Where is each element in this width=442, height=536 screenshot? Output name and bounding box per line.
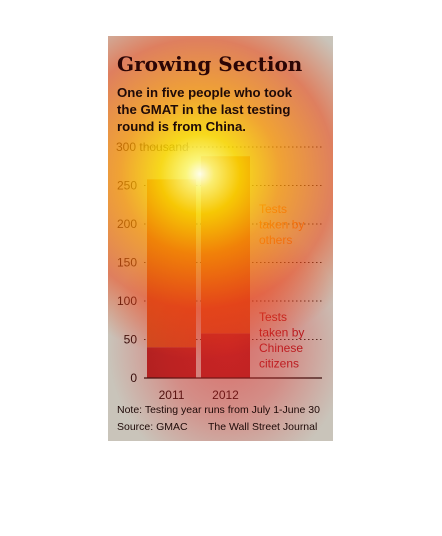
legend-label-chinese: citizens (259, 357, 299, 371)
x-tick-label: 2011 (159, 388, 185, 402)
legend-label-others: others (259, 233, 292, 247)
y-tick-label: 200 (117, 217, 137, 231)
legend-label-chinese: Tests (259, 310, 287, 324)
y-tick-label: 100 (117, 294, 137, 308)
bar-segment-others (201, 156, 250, 334)
bar-segment-others (147, 179, 196, 348)
x-tick-label: 2012 (212, 388, 239, 402)
legend-label-chinese: Chinese (259, 341, 303, 355)
chart-title: Growing Section (117, 52, 303, 76)
bar-segment-chinese (147, 347, 196, 378)
chart-subtitle: One in five people who took the GMAT in … (117, 84, 329, 135)
legend-label-chinese: taken by (259, 326, 304, 340)
chart-note: Note: Testing year runs from July 1-June… (117, 404, 320, 416)
y-tick-label: 50 (124, 333, 138, 347)
y-tick-label: 250 (117, 179, 137, 193)
subtitle-line: One in five people who took (117, 85, 293, 100)
subtitle-line: round is from China. (117, 119, 246, 134)
y-tick-label: 0 (130, 371, 137, 385)
bar-segment-chinese (201, 333, 250, 378)
chart-source: Source: GMAC (117, 421, 188, 433)
chart-panel: 0 50 100 150 200 250 300 thousand 2011 2012 Tests… (108, 36, 333, 441)
subtitle-line: the GMAT in the last testing (117, 102, 291, 117)
y-tick-label: 300 thousand (116, 140, 189, 154)
legend-label-others: Tests (259, 202, 287, 216)
y-tick-label: 150 (117, 256, 137, 270)
legend-label-others: taken by (259, 218, 304, 232)
chart-credit: The Wall Street Journal (208, 421, 318, 433)
